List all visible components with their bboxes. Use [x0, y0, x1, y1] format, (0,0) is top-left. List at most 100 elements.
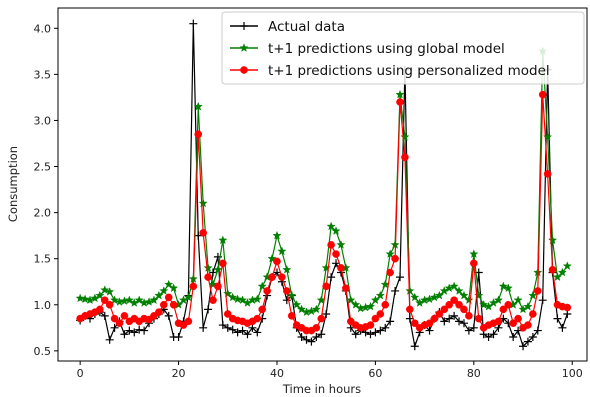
- data-point-personalized-model: [169, 300, 178, 309]
- data-point-personalized-model: [184, 317, 193, 326]
- data-point-global-model: [257, 281, 267, 291]
- data-point-personalized-model: [514, 314, 522, 323]
- data-point-global-model: [513, 295, 523, 305]
- y-tick-label: 3.0: [34, 114, 52, 127]
- data-point-personalized-model: [529, 310, 537, 318]
- data-point-global-model: [282, 264, 292, 274]
- legend-item-personalized-model: t+1 predictions using personalized model: [230, 63, 550, 79]
- data-point-personalized-model: [376, 310, 385, 318]
- data-point-personalized-model: [115, 319, 124, 328]
- data-point-global-model: [233, 294, 243, 304]
- data-point-actual-data: [440, 317, 449, 326]
- data-point-personalized-model: [214, 282, 222, 291]
- data-point-actual-data: [199, 323, 208, 332]
- data-point-personalized-model: [524, 321, 532, 329]
- y-tick-label: 4.0: [34, 22, 52, 35]
- data-point-actual-data: [174, 333, 183, 342]
- data-point-actual-data: [351, 330, 360, 339]
- y-tick-label: 1.5: [34, 253, 52, 266]
- data-point-personalized-model: [287, 312, 296, 320]
- data-point-global-model: [75, 293, 85, 303]
- data-point-actual-data: [366, 330, 375, 339]
- data-point-personalized-model: [371, 314, 380, 323]
- data-point-personalized-model: [120, 312, 129, 320]
- data-point-global-model: [159, 286, 169, 295]
- data-point-global-model: [459, 290, 469, 300]
- data-point-global-model: [218, 235, 228, 245]
- data-point-personalized-model: [258, 305, 267, 314]
- data-point-actual-data: [533, 326, 542, 335]
- data-point-global-model: [548, 235, 558, 245]
- data-point-global-model: [479, 300, 489, 309]
- x-tick-label: 0: [77, 367, 84, 380]
- data-point-actual-data: [410, 342, 419, 351]
- data-point-actual-data: [297, 333, 306, 342]
- data-point-actual-data: [558, 323, 567, 332]
- data-point-personalized-model: [470, 259, 478, 268]
- data-point-global-model: [326, 221, 336, 231]
- data-point-personalized-model: [189, 282, 198, 291]
- data-point-global-model: [557, 267, 567, 277]
- data-point-actual-data: [445, 314, 454, 323]
- x-tick-label: 60: [368, 367, 382, 380]
- data-point-personalized-model: [219, 259, 227, 268]
- data-point-personalized-model: [199, 229, 207, 237]
- legend-item-actual-data: Actual data: [230, 19, 345, 35]
- data-point-personalized-model: [445, 300, 454, 309]
- data-point-global-model: [169, 283, 179, 293]
- data-point-personalized-model: [194, 130, 203, 139]
- data-point-global-model: [375, 290, 385, 300]
- data-point-global-model: [543, 132, 553, 141]
- data-point-actual-data: [371, 328, 380, 337]
- data-point-actual-data: [228, 325, 237, 334]
- data-point-global-model: [297, 304, 307, 314]
- data-point-actual-data: [322, 309, 331, 318]
- data-point-actual-data: [164, 311, 173, 320]
- data-point-global-model: [95, 290, 105, 300]
- data-point-personalized-model: [209, 296, 217, 304]
- data-point-personalized-model: [223, 310, 232, 318]
- data-point-actual-data: [455, 317, 464, 326]
- data-point-global-model: [498, 281, 508, 291]
- y-tick-label: 2.5: [34, 161, 52, 174]
- data-point-personalized-model: [499, 305, 508, 314]
- data-point-personalized-model: [317, 314, 326, 323]
- data-point-personalized-model: [283, 287, 291, 295]
- data-point-actual-data: [396, 273, 405, 282]
- data-point-actual-data: [469, 323, 478, 332]
- x-tick-label: 100: [562, 367, 583, 380]
- data-point-global-model: [365, 301, 375, 311]
- data-point-personalized-model: [543, 170, 552, 178]
- data-point-personalized-model: [105, 300, 114, 309]
- data-point-global-model: [292, 300, 302, 309]
- data-point-global-model: [213, 264, 223, 274]
- y-tick-label: 3.5: [34, 68, 52, 81]
- data-point-personalized-model: [273, 257, 281, 266]
- data-point-personalized-model: [460, 305, 468, 314]
- data-point-global-model: [223, 288, 233, 298]
- data-point-global-model: [80, 294, 90, 304]
- data-point-global-model: [267, 253, 277, 263]
- data-point-actual-data: [130, 328, 139, 337]
- data-point-actual-data: [105, 335, 114, 344]
- data-point-global-model: [110, 295, 120, 305]
- plot-frame: [57, 7, 588, 362]
- data-point-global-model: [321, 263, 331, 272]
- data-point-global-model: [198, 198, 208, 208]
- data-point-personalized-model: [100, 296, 109, 304]
- x-axis-label: Time in hours: [282, 382, 361, 396]
- data-point-personalized-model: [263, 287, 271, 295]
- data-point-global-model: [385, 249, 395, 258]
- data-point-personalized-model: [159, 300, 168, 309]
- data-point-personalized-model: [386, 268, 394, 277]
- y-axis: 0.5 1.0 1.5 2.0 2.5 3.0 3.5 4.0: [34, 22, 58, 358]
- data-point-global-model: [469, 249, 479, 258]
- data-point-global-model: [105, 287, 115, 296]
- data-point-personalized-model: [204, 273, 212, 281]
- data-point-actual-data: [376, 326, 385, 335]
- data-point-actual-data: [253, 328, 262, 337]
- data-point-global-model: [454, 286, 464, 295]
- data-point-actual-data: [233, 328, 242, 337]
- data-point-personalized-model: [332, 250, 340, 258]
- data-point-global-model: [311, 304, 321, 314]
